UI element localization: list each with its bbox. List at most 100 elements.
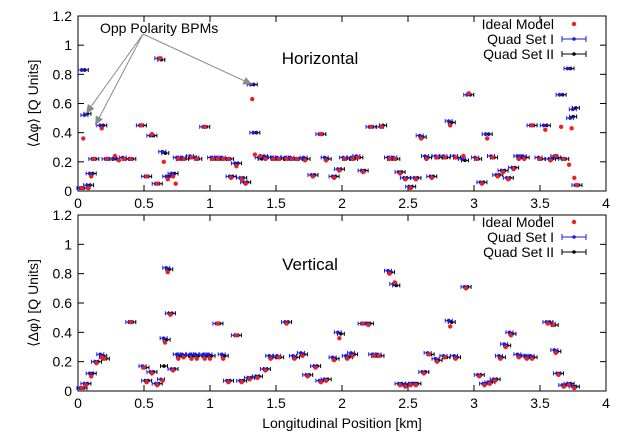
data-point (189, 155, 194, 160)
data-point (444, 119, 453, 123)
data-point (323, 378, 329, 383)
legend-marker (571, 219, 577, 225)
errorbar-center (565, 66, 570, 71)
data-point (453, 356, 458, 361)
data-point (204, 352, 213, 357)
series-quad-set-ii (79, 267, 580, 391)
y-tick-label: 0.2 (53, 354, 73, 370)
data-point (333, 330, 342, 335)
data-point (355, 155, 361, 160)
data-point (144, 174, 149, 179)
errorbar-center (219, 352, 224, 357)
legend-item: Ideal Model (482, 214, 577, 230)
data-point (371, 353, 376, 358)
data-point (217, 352, 226, 357)
legend-marker-center (572, 250, 576, 254)
data-point (162, 340, 168, 345)
data-point (255, 375, 260, 380)
errorbar-center (557, 92, 562, 97)
data-point (81, 136, 86, 141)
data-point (181, 355, 186, 360)
errorbar-center (175, 352, 179, 357)
annotation-arrowhead (242, 77, 253, 85)
data-point (516, 156, 522, 162)
annotation-arrow (142, 33, 253, 85)
data-point (226, 380, 231, 385)
data-point (318, 131, 324, 137)
data-point (506, 177, 511, 182)
data-point (194, 156, 199, 162)
data-point (157, 56, 163, 61)
errorbar-center (568, 116, 572, 120)
data-point (239, 177, 244, 182)
data-point (221, 356, 226, 361)
legend-item: Quad Set I (487, 31, 587, 47)
data-point (387, 156, 392, 162)
data-point (318, 380, 324, 385)
legend-label: Quad Set I (487, 31, 554, 47)
y-tick-label: 0.8 (53, 266, 73, 282)
data-point (529, 356, 535, 361)
legend-label: Quad Set II (483, 244, 554, 260)
y-axis-label: ⟨Δφ⟩ [Q Units] (25, 60, 41, 148)
y-tick-label: 1 (64, 37, 72, 53)
data-point (392, 280, 397, 285)
data-point (403, 384, 408, 389)
series-quad-set-ii (79, 57, 583, 191)
data-point (284, 321, 289, 326)
data-point (80, 113, 89, 118)
x-tick-label: 3 (470, 395, 478, 411)
legend-label: Quad Set II (483, 46, 554, 62)
data-point (250, 96, 255, 102)
data-point (426, 352, 432, 357)
data-point (463, 286, 469, 291)
data-point (558, 124, 564, 130)
data-point (292, 356, 297, 361)
errorbar-center (79, 68, 84, 72)
data-point (77, 67, 86, 72)
data-point (165, 177, 170, 182)
errorbar-center (541, 123, 546, 128)
chart-panel-1: 0 0.2 0.4 0.6 0.8 1 1.2 0 0.5 1 1.5 2 2.5 3 3.5 4 ⟨Δφ⟩ [… (25, 8, 610, 211)
annotation: Opp Polarity BPMs (85, 20, 253, 126)
x-tick-label: 2 (338, 195, 346, 211)
data-point (490, 155, 495, 160)
data-point (234, 164, 239, 169)
data-point (149, 371, 155, 376)
data-point (479, 181, 485, 186)
data-point (331, 175, 337, 181)
data-point (434, 155, 440, 160)
data-point (91, 156, 97, 162)
data-point (276, 156, 281, 162)
data-point (313, 365, 318, 370)
data-point (487, 381, 493, 386)
data-point (448, 324, 453, 329)
panel-title: Horizontal (282, 49, 359, 68)
chart-panel-2: 0 0.2 0.4 0.6 0.8 1 1.2 0 0.5 1 1.5 2 2.5 3 3.5 4 ⟨Δφ⟩ [… (25, 207, 610, 431)
data-point (337, 336, 342, 341)
legend-marker (571, 21, 577, 27)
data-point (421, 371, 427, 376)
x-tick-label: 2.5 (398, 195, 418, 211)
data-point (181, 156, 186, 162)
data-point (215, 321, 221, 326)
errorbar-center (206, 352, 211, 357)
x-tick-label: 3 (470, 195, 478, 211)
data-point (550, 347, 559, 352)
data-point (263, 368, 268, 373)
data-point (474, 156, 479, 162)
data-point (360, 321, 366, 326)
data-point (500, 169, 506, 175)
data-point (252, 152, 258, 157)
annotation-arrow (85, 33, 144, 114)
data-point (161, 159, 166, 165)
data-point (548, 158, 553, 163)
panel-title: Vertical (282, 255, 338, 274)
data-point (268, 356, 273, 361)
x-tick-label: 3.5 (530, 395, 550, 411)
data-point (572, 175, 577, 181)
data-point (289, 156, 295, 162)
data-point (247, 377, 252, 382)
data-point (149, 131, 155, 137)
data-point (162, 265, 171, 270)
